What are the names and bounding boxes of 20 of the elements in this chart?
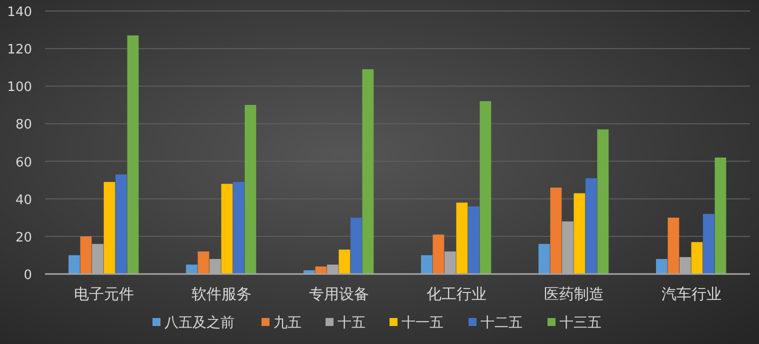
y-tick-label: 60 (15, 155, 32, 170)
legend-label: 十一五 (402, 315, 444, 331)
x-tick-label: 化工行业 (426, 285, 486, 303)
legend-label: 九五 (274, 315, 302, 331)
legend-label: 十二五 (480, 315, 522, 331)
x-tick-label: 医药制造 (544, 285, 604, 303)
x-tick-label: 汽车行业 (661, 285, 722, 303)
y-tick-label: 40 (15, 192, 32, 208)
x-tick-label: 专用设备 (308, 285, 369, 303)
y-tick-label: 0 (24, 268, 32, 283)
y-tick-label: 140 (7, 5, 32, 20)
legend-label: 十三五 (560, 315, 602, 331)
legend-label: 十五 (338, 315, 366, 331)
y-tick-label: 20 (15, 230, 32, 246)
y-tick-label: 100 (7, 80, 32, 96)
legend-label: 八五及之前 (164, 315, 234, 331)
y-tick-label: 80 (15, 118, 32, 133)
x-tick-label: 电子元件 (74, 285, 134, 303)
y-tick-label: 120 (7, 42, 32, 58)
x-tick-label: 软件服务 (191, 285, 252, 303)
